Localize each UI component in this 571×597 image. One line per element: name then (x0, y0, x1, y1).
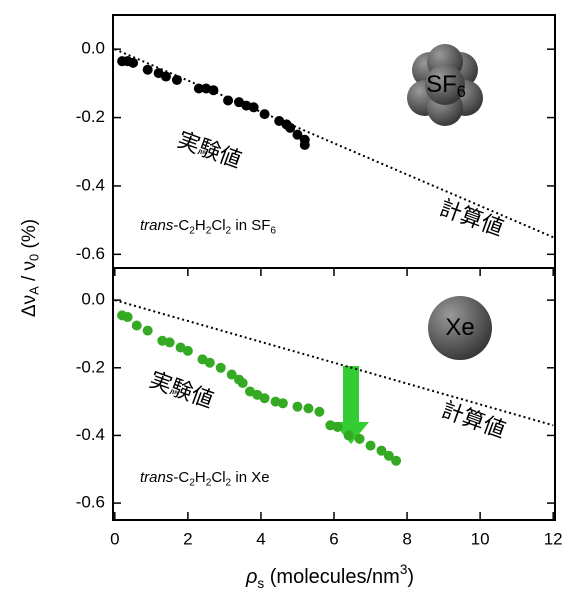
y-tick-label: -0.6 (76, 244, 105, 263)
data-point (259, 109, 270, 120)
data-point (237, 378, 248, 389)
sample-label-part: 2 (226, 477, 232, 488)
y-axis-label-part: Δν (19, 295, 40, 317)
molecule-label: SF6 (426, 71, 466, 101)
data-point (193, 83, 204, 94)
x-tick-label: 10 (471, 529, 490, 548)
x-tick-label: 0 (110, 529, 119, 548)
y-tick-label: -0.4 (76, 175, 105, 194)
x-tick-label: 4 (256, 529, 265, 548)
data-point (223, 95, 234, 106)
data-point (391, 455, 402, 466)
data-point (332, 421, 343, 432)
data-point (142, 64, 153, 75)
data-point (365, 440, 376, 451)
data-point (285, 122, 296, 133)
x-axis-label-part: ) (407, 566, 414, 588)
y-axis-label-part: / ν (19, 261, 40, 286)
sample-label-part: trans (140, 469, 174, 486)
data-point (314, 406, 325, 417)
data-point (215, 362, 226, 373)
data-point (131, 320, 142, 331)
series-label: 実験値 (174, 128, 245, 174)
series-label: 計算値 (438, 398, 509, 444)
data-point (376, 445, 387, 456)
sample-label: trans-C2H2Cl2 in Xe (140, 469, 270, 488)
sf6-icon (407, 44, 483, 126)
x-axis-label-part: 3 (400, 562, 408, 577)
x-axis-label-part: ρ (245, 566, 257, 588)
data-point (204, 357, 215, 368)
x-axis-label-part: s (257, 576, 264, 591)
sample-label-part: 2 (206, 225, 212, 236)
sample-label-part: Cl (211, 469, 225, 486)
data-point (292, 129, 303, 140)
y-tick-label: -0.2 (76, 357, 105, 376)
molecule-label-part: 6 (457, 84, 466, 102)
sample-label-part: trans (140, 217, 174, 234)
sample-label: trans-C2H2Cl2 in SF6 (140, 217, 276, 236)
x-tick-label: 12 (544, 529, 563, 548)
sample-label-part: 2 (206, 477, 212, 488)
molecule-label-part: Xe (445, 314, 474, 341)
y-tick-label: -0.6 (76, 493, 105, 512)
sample-label-part: -C (173, 469, 189, 486)
data-point (277, 398, 288, 409)
data-point (122, 312, 133, 323)
data-point (182, 345, 193, 356)
sample-label-part: H (195, 217, 206, 234)
data-point (354, 433, 365, 444)
data-point (248, 102, 259, 113)
sample-label-part: 6 (270, 225, 276, 236)
calc-line (114, 299, 554, 427)
y-axis-label: ΔνA / ν0 (%) (19, 219, 42, 317)
data-point (292, 401, 303, 412)
x-tick-label: 6 (329, 529, 338, 548)
x-tick-label: 2 (183, 529, 192, 548)
y-axis-label-part: A (27, 286, 42, 295)
x-tick-label: 8 (402, 529, 411, 548)
sample-label-part: 2 (189, 477, 195, 488)
data-point (160, 71, 171, 82)
data-point (259, 393, 270, 404)
x-axis-label-part: (molecules/nm (264, 566, 400, 588)
series-label: 計算値 (436, 196, 507, 242)
data-point (164, 337, 175, 348)
y-tick-label: -0.2 (76, 107, 105, 126)
xe-icon (428, 296, 492, 360)
sample-label-part: 2 (189, 225, 195, 236)
molecule-label: Xe (445, 314, 474, 341)
sample-label-part: in SF (231, 217, 270, 234)
y-axis-label-part: 0 (27, 254, 42, 261)
molecule-label-part: SF (426, 71, 457, 98)
data-point (226, 369, 237, 380)
series-label: 実験値 (146, 368, 217, 414)
sample-label-part: H (195, 469, 206, 486)
sample-label-part: 2 (226, 225, 232, 236)
data-point (128, 57, 139, 68)
y-tick-label: -0.4 (76, 425, 105, 444)
data-point (303, 403, 314, 414)
data-point (299, 139, 310, 150)
data-point (383, 450, 394, 461)
x-axis-label: ρs (molecules/nm3) (245, 562, 414, 591)
sample-label-part: -C (173, 217, 189, 234)
data-point (343, 430, 354, 441)
sample-label-part: in Xe (231, 469, 269, 486)
sample-label-part: Cl (211, 217, 225, 234)
y-tick-label: 0.0 (81, 39, 105, 58)
data-point (142, 325, 153, 336)
y-axis-label-part: (%) (19, 219, 40, 254)
y-tick-label: 0.0 (81, 290, 105, 309)
